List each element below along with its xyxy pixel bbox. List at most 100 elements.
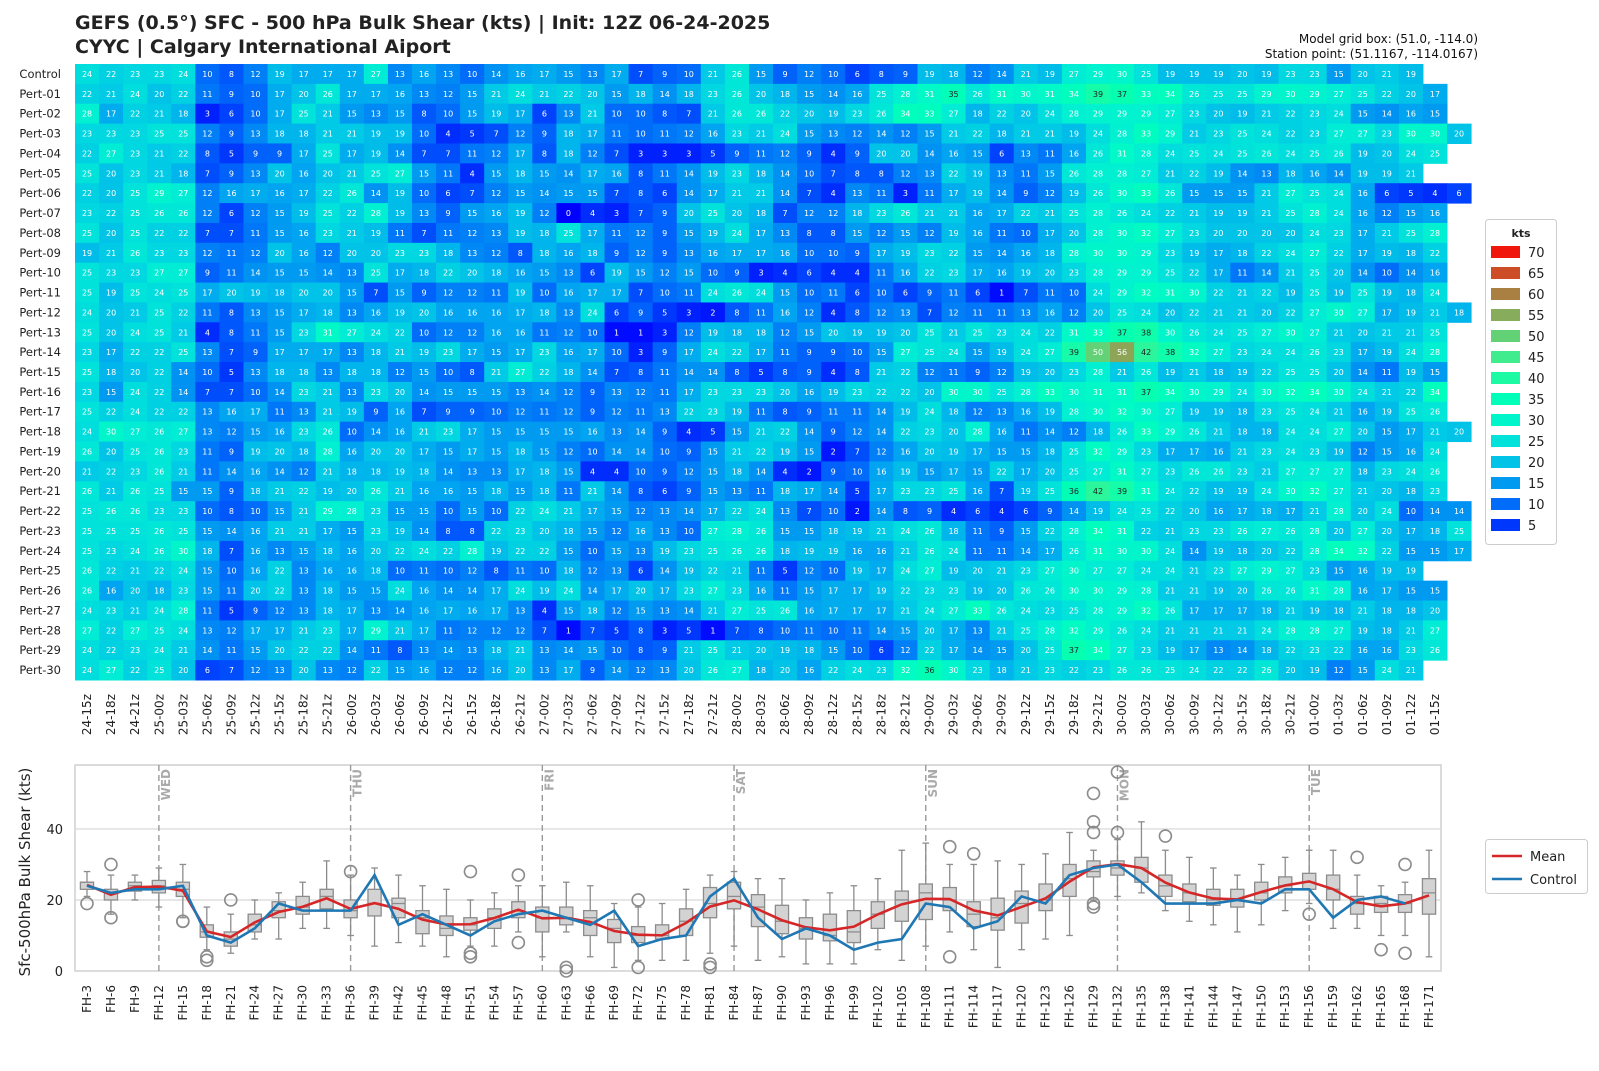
heatmap-cell	[315, 103, 341, 125]
heatmap-cell-label: 16	[226, 408, 236, 417]
heatmap-cell-label: 22	[106, 209, 116, 218]
heatmap-cell	[941, 203, 967, 224]
heatmap-cell-label: 21	[876, 368, 886, 377]
heatmap-cell-label: 17	[587, 507, 597, 516]
heatmap-cell-label: 20	[395, 388, 405, 397]
heatmap-cell-label: 31	[1310, 587, 1320, 596]
heatmap-cell-label: 25	[876, 90, 886, 99]
heatmap-cell-label: 19	[1213, 169, 1223, 178]
heatmap-cell-label: 17	[828, 587, 838, 596]
heatmap-cell-label: 24	[1406, 149, 1416, 158]
heatmap-cell-label: 23	[539, 348, 549, 357]
heatmap-cell-label: 5	[1408, 189, 1413, 198]
heatmap-cell-label: 11	[202, 447, 212, 456]
heatmap-cell-label: 8	[638, 189, 643, 198]
heatmap-cell-label: 6	[205, 666, 210, 675]
heatmap-cell-label: 22	[275, 567, 285, 576]
heatmap-cell	[1134, 83, 1159, 105]
heatmap-cell-label: 28	[1141, 149, 1151, 158]
heatmap-cell-label: 23	[1334, 348, 1344, 357]
heatmap-cell-label: 20	[1261, 229, 1271, 238]
heatmap-cell	[411, 143, 437, 164]
heatmap-cell-label: 18	[299, 447, 309, 456]
heatmap-cell-label: 28	[732, 527, 742, 536]
heatmap-cell-label: 27	[1261, 328, 1271, 337]
heatmap-cell-label: 16	[250, 527, 260, 536]
heatmap-cell-label: 17	[876, 487, 886, 496]
heatmap-cell	[147, 143, 172, 164]
heatmap-cell	[652, 222, 678, 244]
heatmap-cell-label: 13	[563, 110, 573, 119]
heatmap-cell-label: 16	[1358, 567, 1368, 576]
heatmap-cell	[1061, 222, 1087, 244]
heatmap-cell-label: 25	[1358, 90, 1368, 99]
heatmap-cell-label: 18	[1213, 368, 1223, 377]
day-marker-label: SUN	[926, 769, 940, 797]
heatmap-cell-label: 22	[491, 527, 501, 536]
heatmap-cell-label: 22	[1045, 328, 1055, 337]
member-label: Pert-21	[19, 484, 61, 498]
heatmap-cell-label: 19	[1406, 567, 1416, 576]
heatmap-cell-label: 1	[614, 328, 619, 337]
heatmap-cell-label: 25	[1454, 527, 1464, 536]
heatmap-cell	[1134, 203, 1159, 224]
heatmap-cell	[917, 123, 943, 144]
heatmap-cell	[628, 83, 654, 105]
heatmap-cell-label: 20	[154, 90, 164, 99]
fh-tick-label: FH-78	[679, 985, 693, 1021]
heatmap-cell-label: 10	[828, 567, 838, 576]
heatmap-cell	[1422, 103, 1448, 125]
heatmap-cell	[267, 183, 293, 204]
heatmap-cell-label: 19	[1021, 487, 1031, 496]
heatmap-cell	[387, 123, 413, 144]
heatmap-cell-label: 16	[419, 606, 429, 615]
heatmap-cell-label: 13	[587, 70, 597, 79]
heatmap-cell-label: 26	[1093, 149, 1103, 158]
fh-tick-label: FH-108	[919, 985, 933, 1028]
heatmap-cell	[1350, 123, 1376, 144]
heatmap-cell	[1134, 64, 1159, 85]
heatmap-cell-label: 23	[924, 428, 934, 437]
heatmap-cell	[1326, 222, 1352, 244]
heatmap-cell-label: 24	[1141, 209, 1151, 218]
heatmap-cell	[604, 203, 630, 224]
heatmap-cell-label: 7	[205, 169, 210, 178]
heatmap-cell-label: 15	[250, 428, 260, 437]
heatmap-cell-label: 12	[611, 408, 621, 417]
heatmap-cell-label: 17	[997, 209, 1007, 218]
heatmap-cell	[604, 242, 630, 264]
heatmap-cell-label: 15	[924, 467, 934, 476]
heatmap-cell-label: 18	[1406, 289, 1416, 298]
heatmap-cell-label: 12	[323, 249, 333, 258]
heatmap-cell-label: 23	[1334, 229, 1344, 238]
heatmap-cell-label: 12	[250, 249, 260, 258]
heatmap-cell	[965, 83, 991, 105]
heatmap-cell	[387, 83, 413, 105]
heatmap-cell	[724, 83, 750, 105]
heatmap-cell-label: 2	[807, 467, 812, 476]
heatmap-cell-label: 14	[1237, 169, 1247, 178]
fh-tick-label: FH-39	[368, 985, 382, 1021]
member-label: Pert-05	[19, 166, 61, 180]
heatmap-cell-label: 13	[250, 130, 260, 139]
heatmap-cell-label: 29	[1141, 269, 1151, 278]
heatmap-cell-label: 14	[1237, 646, 1247, 655]
heatmap-cell-label: 22	[1261, 249, 1271, 258]
heatmap-cell-label: 5	[229, 149, 234, 158]
heatmap-cell-label: 13	[395, 70, 405, 79]
heatmap-cell-label: 12	[876, 447, 886, 456]
heatmap-cell-label: 12	[900, 646, 910, 655]
heatmap-cell	[1326, 163, 1352, 184]
heatmap-cell-label: 20	[1358, 507, 1368, 516]
heatmap-cell-label: 12	[973, 70, 983, 79]
heatmap-cell-label: 26	[1213, 467, 1223, 476]
heatmap-cell	[267, 103, 293, 125]
colorbar-level-label: 25	[1528, 435, 1545, 450]
heatmap-cell	[243, 203, 269, 224]
heatmap-cell-label: 30	[1285, 328, 1295, 337]
heatmap-cell-label: 12	[780, 328, 790, 337]
heatmap-cell-label: 15	[876, 348, 886, 357]
fh-tick-label: FH-117	[991, 985, 1005, 1028]
heatmap-cell-label: 8	[518, 249, 523, 258]
heatmap-cell-label: 23	[371, 388, 381, 397]
